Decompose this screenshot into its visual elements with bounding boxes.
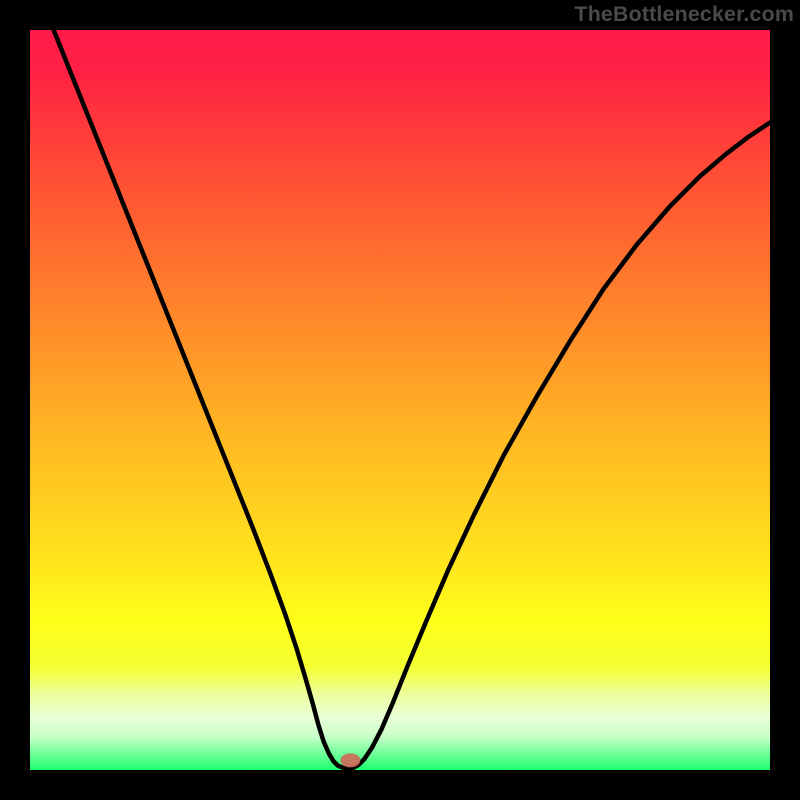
heat-gradient-area — [30, 30, 770, 770]
bottleneck-curve-chart — [0, 0, 800, 800]
watermark-label: TheBottlenecker.com — [574, 2, 794, 27]
optimal-point-marker — [340, 753, 360, 767]
chart-canvas: TheBottlenecker.com — [0, 0, 800, 800]
